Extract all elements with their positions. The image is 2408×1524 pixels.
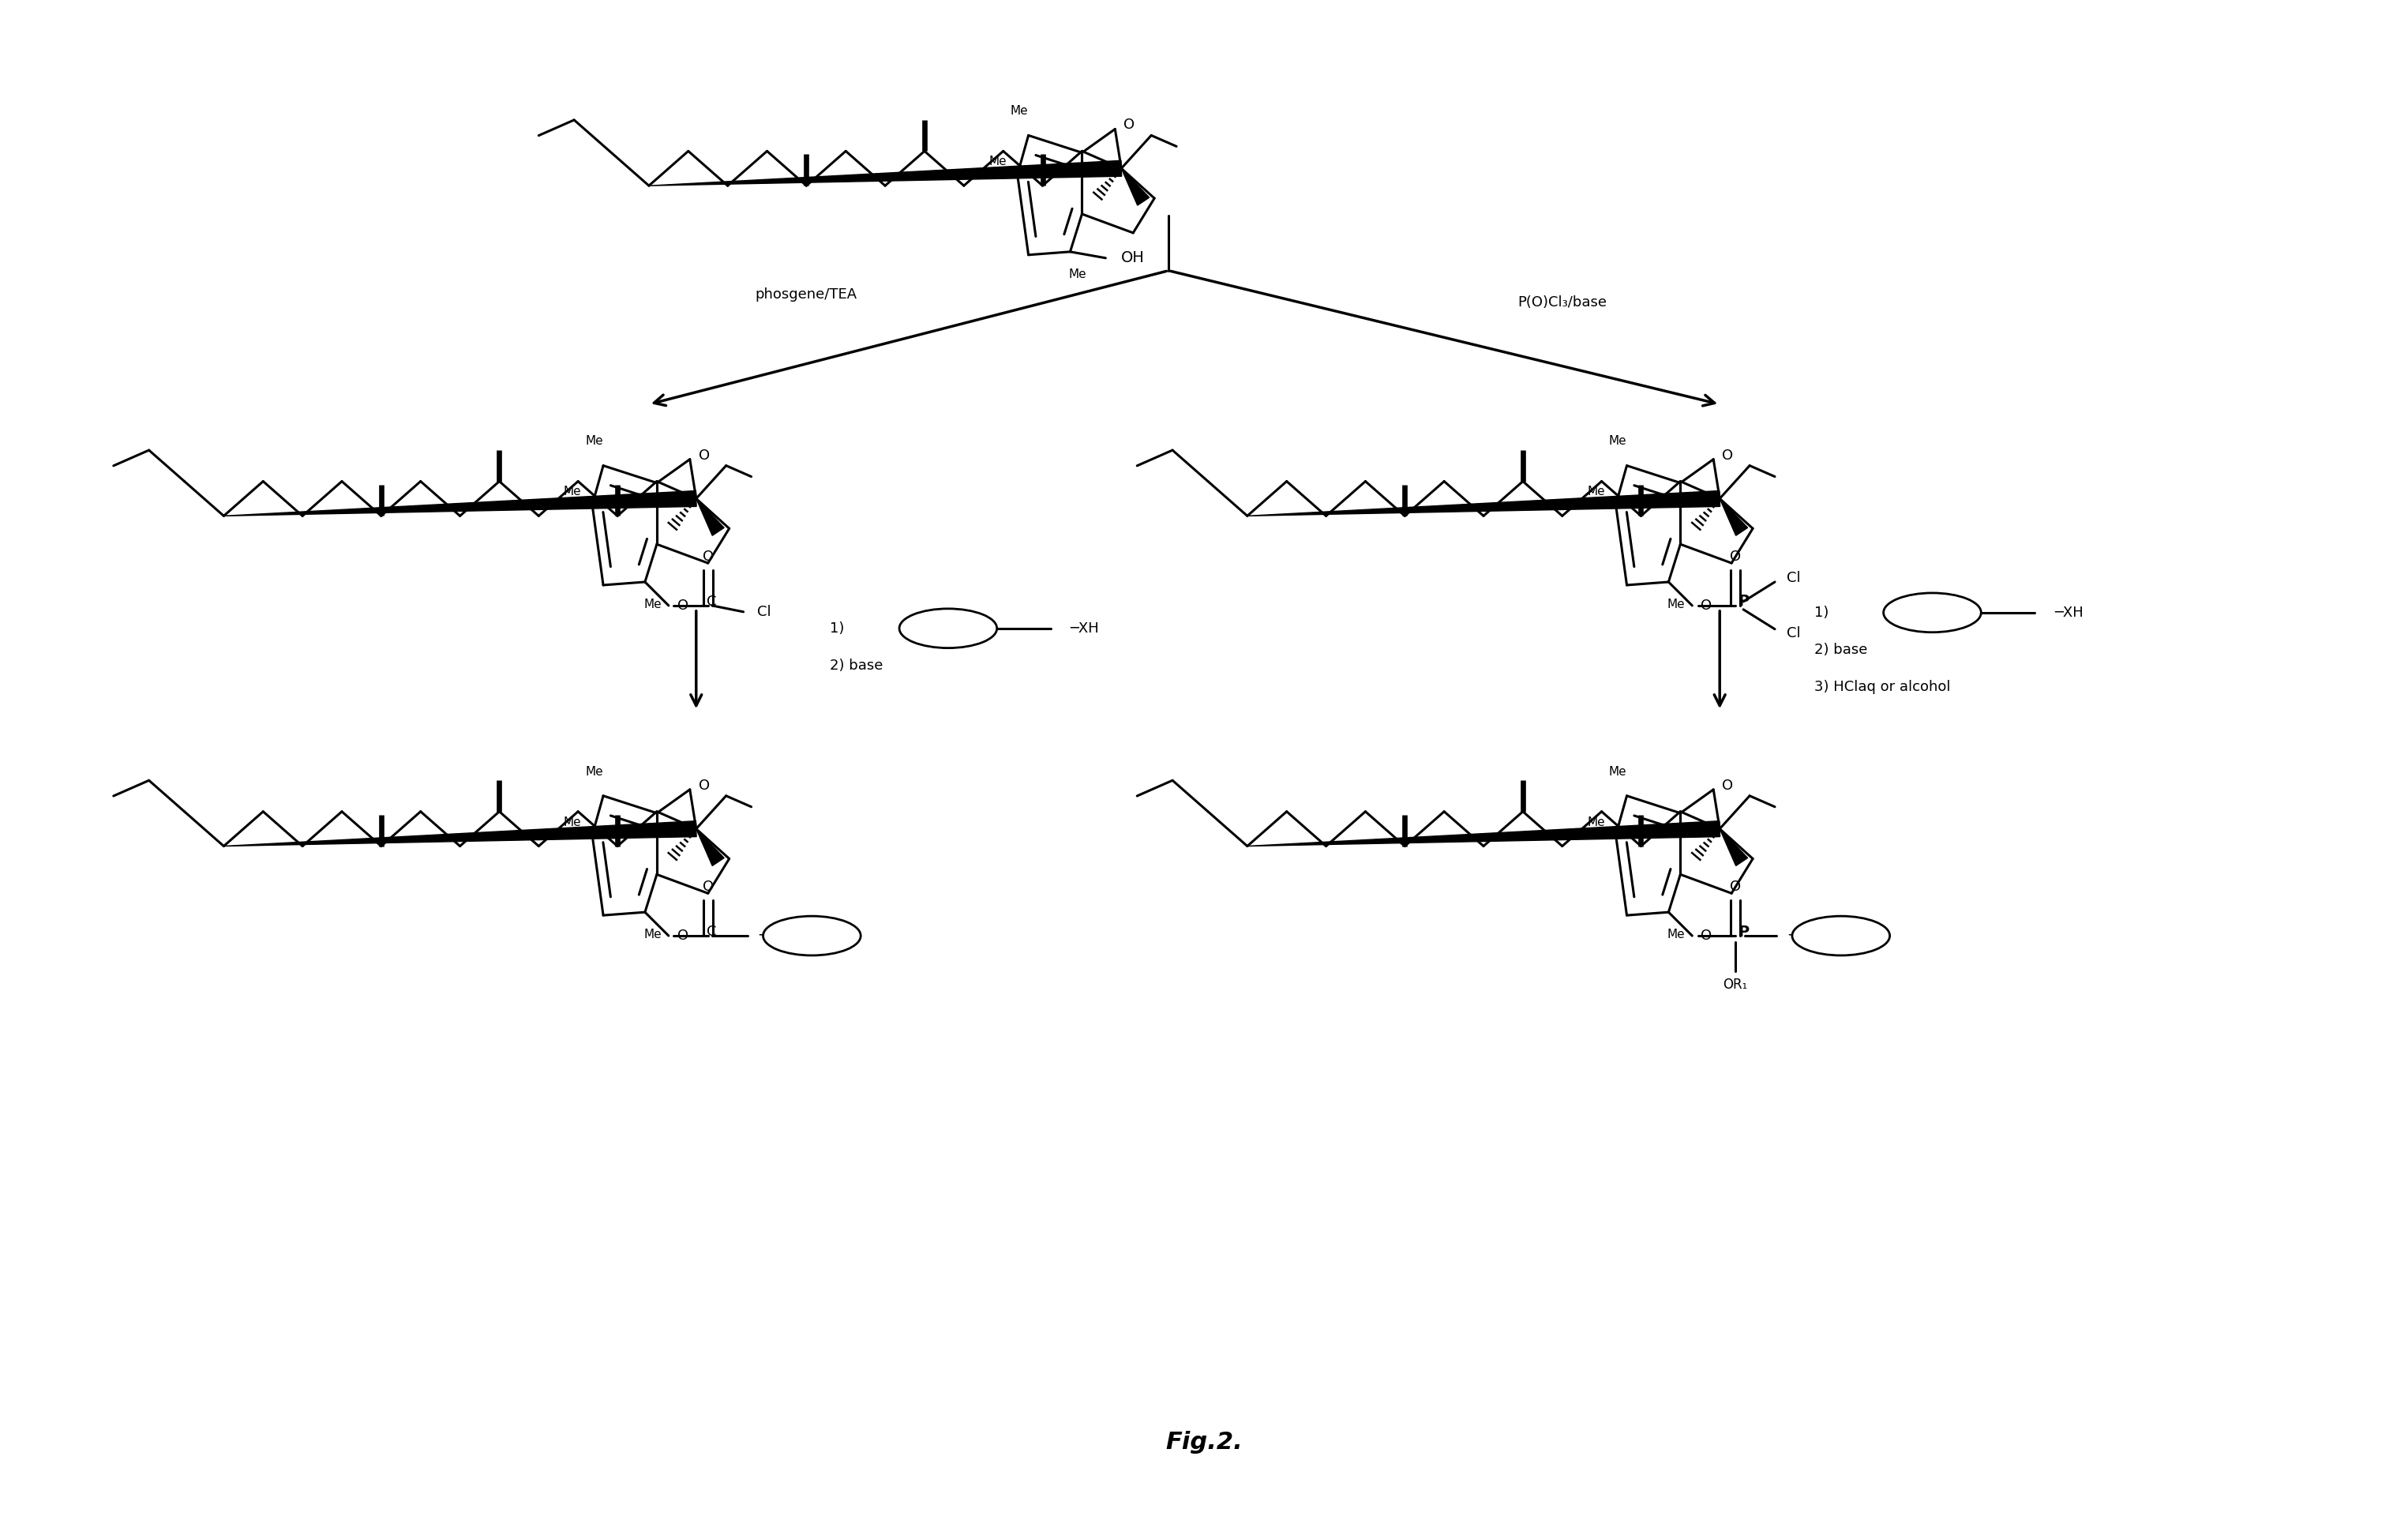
Polygon shape — [1247, 491, 1719, 517]
Text: Fig.2.: Fig.2. — [1165, 1431, 1243, 1454]
Text: Cl: Cl — [756, 605, 771, 619]
Text: O: O — [1722, 448, 1734, 462]
Text: Me: Me — [1666, 599, 1686, 610]
Text: Me: Me — [1609, 436, 1628, 447]
Text: Me: Me — [563, 817, 580, 828]
Text: O: O — [1722, 779, 1734, 792]
Text: Cl: Cl — [1787, 626, 1801, 640]
Polygon shape — [224, 821, 696, 846]
Polygon shape — [1122, 168, 1149, 206]
Polygon shape — [224, 491, 696, 517]
Ellipse shape — [1792, 916, 1890, 956]
Text: O: O — [1729, 550, 1741, 564]
Text: Me: Me — [1011, 105, 1028, 117]
Text: OH: OH — [1122, 250, 1144, 265]
Text: ─X─: ─X─ — [759, 928, 785, 943]
Polygon shape — [1247, 821, 1719, 846]
Text: O: O — [1125, 117, 1134, 133]
Text: P: P — [1739, 594, 1748, 610]
Text: ─XH: ─XH — [2054, 605, 2083, 620]
Text: Me: Me — [990, 155, 1007, 168]
Text: Me: Me — [1069, 268, 1086, 280]
Text: Me: Me — [643, 599, 662, 610]
Text: 1): 1) — [831, 622, 845, 636]
Text: O: O — [677, 928, 689, 943]
Polygon shape — [696, 498, 725, 535]
Text: ─X─: ─X─ — [1789, 928, 1816, 943]
Text: O: O — [1700, 599, 1712, 613]
Text: drug: drug — [797, 930, 826, 942]
Text: O: O — [703, 879, 713, 895]
Polygon shape — [648, 160, 1122, 186]
Text: Me: Me — [563, 486, 580, 498]
Text: O: O — [677, 599, 689, 613]
Text: Me: Me — [1587, 817, 1606, 828]
Ellipse shape — [898, 608, 997, 648]
Text: O: O — [1729, 879, 1741, 895]
Ellipse shape — [1883, 593, 1982, 632]
Ellipse shape — [763, 916, 860, 956]
Text: 3) HClaq or alcohol: 3) HClaq or alcohol — [1813, 680, 1950, 695]
Polygon shape — [696, 829, 725, 866]
Text: Me: Me — [585, 765, 602, 777]
Text: O: O — [698, 448, 710, 462]
Text: P(O)Cl₃/base: P(O)Cl₃/base — [1517, 296, 1606, 309]
Text: Me: Me — [585, 436, 602, 447]
Text: Me: Me — [1587, 486, 1606, 498]
Text: Cl: Cl — [1787, 572, 1801, 585]
Text: 1): 1) — [1813, 605, 1828, 620]
Polygon shape — [1719, 829, 1748, 866]
Text: drug: drug — [1828, 930, 1854, 942]
Text: Me: Me — [643, 928, 662, 940]
Text: ─XH: ─XH — [1069, 622, 1098, 636]
Text: Me: Me — [1609, 765, 1628, 777]
Text: O: O — [698, 779, 710, 792]
Text: 2) base: 2) base — [831, 658, 884, 672]
Text: O: O — [1700, 928, 1712, 943]
Text: P: P — [1739, 925, 1748, 939]
Text: C: C — [708, 594, 718, 608]
Text: drug: drug — [934, 622, 961, 634]
Polygon shape — [1719, 498, 1748, 535]
Text: OR₁: OR₁ — [1724, 977, 1748, 992]
Text: C: C — [708, 925, 718, 939]
Text: 2) base: 2) base — [1813, 643, 1866, 657]
Text: O: O — [703, 550, 713, 564]
Text: drug: drug — [1919, 607, 1946, 619]
Text: Me: Me — [1666, 928, 1686, 940]
Text: phosgene/TEA: phosgene/TEA — [756, 287, 857, 302]
